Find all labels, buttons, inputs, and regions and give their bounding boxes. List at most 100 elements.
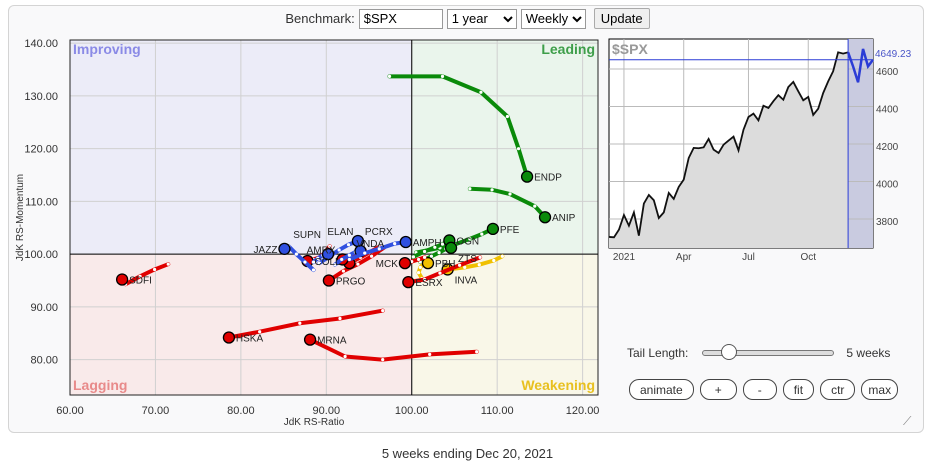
- frequency-select[interactable]: Weekly: [520, 8, 586, 29]
- tail-point: [475, 350, 479, 354]
- tail-length-value: 5 weeks: [846, 346, 891, 360]
- series-anip: [467, 186, 552, 224]
- tail-point: [468, 237, 472, 241]
- period-select[interactable]: 1 year: [446, 8, 517, 29]
- tail-point: [418, 260, 422, 264]
- tail-point: [490, 188, 494, 192]
- tail-point: [500, 254, 504, 258]
- animate-button[interactable]: animate: [629, 379, 694, 400]
- benchmark-line: [608, 51, 849, 239]
- quadrant-label-weakening: Weakening: [521, 377, 595, 393]
- resize-grip-icon[interactable]: ⟋: [903, 414, 912, 428]
- tail-point: [416, 257, 421, 262]
- series-label: INVA: [455, 275, 478, 286]
- head-point[interactable]: [278, 242, 291, 256]
- series-label: ANIP: [552, 213, 576, 224]
- tail-point: [505, 114, 510, 119]
- tail-point: [303, 260, 307, 264]
- x-tick-label: 100.00: [395, 405, 429, 417]
- series-jazz: [278, 242, 316, 272]
- series-label: SDFI: [129, 275, 152, 286]
- tail-point: [356, 262, 360, 266]
- series-label: HSKA: [236, 334, 264, 345]
- series-amph: [347, 235, 412, 262]
- series-label: PRGO: [336, 277, 366, 288]
- series-mrna: [303, 333, 479, 362]
- benchmark-y-tick: 4600: [876, 67, 899, 78]
- tail-length-slider[interactable]: [702, 344, 835, 360]
- tail-point: [258, 330, 262, 334]
- tail-point: [457, 263, 462, 267]
- benchmark-x-tick: Jul: [742, 252, 755, 263]
- tail-point: [311, 268, 316, 272]
- tail-point: [337, 248, 341, 252]
- chart-buttons: animate + - fit ctr max: [629, 379, 899, 400]
- x-tick-label: 120.00: [566, 405, 600, 417]
- tail-point: [480, 232, 484, 236]
- series-label: PFE: [500, 225, 520, 236]
- x-tick-label: 70.00: [142, 405, 170, 417]
- series-label: JAZZ: [254, 245, 278, 256]
- chart-caption: 5 weeks ending Dec 20, 2021: [381, 446, 554, 461]
- tail-point: [477, 263, 481, 267]
- y-tick-label: 140.00: [24, 38, 58, 50]
- tail-point: [416, 271, 421, 275]
- series-sdfi: [115, 262, 171, 287]
- tail-point: [363, 251, 367, 255]
- slider-knob[interactable]: [721, 344, 738, 360]
- head-point[interactable]: [520, 170, 534, 183]
- tail-point: [418, 265, 422, 269]
- tail-point: [152, 267, 157, 272]
- head-point[interactable]: [222, 331, 236, 344]
- tail-point: [422, 249, 427, 254]
- head-point[interactable]: [399, 235, 412, 249]
- tail-point: [166, 262, 170, 266]
- benchmark-tail-line: [846, 48, 874, 83]
- head-point[interactable]: [115, 273, 129, 286]
- head-point[interactable]: [486, 222, 500, 235]
- center-button[interactable]: ctr: [820, 379, 856, 400]
- benchmark-x-tick: Oct: [800, 252, 816, 263]
- head-point[interactable]: [321, 248, 335, 261]
- head-point[interactable]: [303, 333, 317, 346]
- series-label: OGN: [456, 236, 479, 247]
- head-point[interactable]: [444, 241, 458, 254]
- zoom-in-button[interactable]: +: [699, 379, 737, 400]
- quadrant-weakening: [411, 254, 598, 395]
- series-endp: [387, 74, 534, 183]
- tail-point: [311, 260, 316, 264]
- zoom-out-button[interactable]: -: [742, 379, 777, 400]
- head-point[interactable]: [322, 274, 336, 287]
- series-supn: [311, 248, 335, 265]
- benchmark-input[interactable]: [358, 8, 443, 29]
- fit-button[interactable]: fit: [782, 379, 815, 400]
- update-button[interactable]: Update: [593, 8, 650, 29]
- tail-point: [317, 261, 322, 265]
- max-button[interactable]: max: [861, 379, 899, 400]
- tail-point: [338, 316, 342, 321]
- quadrant-label-leading: Leading: [541, 41, 595, 57]
- x-tick-label: 90.00: [313, 405, 341, 417]
- series-mck: [398, 255, 427, 270]
- x-tick-label: 60.00: [56, 405, 84, 417]
- tail-point: [346, 243, 351, 247]
- tail-point: [438, 271, 442, 275]
- head-point[interactable]: [421, 256, 435, 270]
- y-tick-label: 80.00: [30, 355, 58, 367]
- x-axis-label: JdK RS-Ratio: [284, 417, 345, 428]
- tail-point: [387, 74, 392, 78]
- head-point[interactable]: [402, 275, 415, 289]
- series-label: AMPH: [413, 238, 442, 249]
- tail-point: [422, 255, 427, 259]
- head-point[interactable]: [398, 256, 412, 270]
- series-label: VNDA: [356, 239, 384, 250]
- tail-point: [440, 74, 445, 78]
- head-point[interactable]: [538, 211, 552, 224]
- plot-border: [69, 39, 599, 396]
- toolbar: Benchmark: 1 year Weekly Update: [0, 8, 935, 29]
- tail-point: [347, 253, 351, 257]
- benchmark-y-tick: 4000: [876, 179, 899, 190]
- series-label: AMRX: [307, 245, 336, 256]
